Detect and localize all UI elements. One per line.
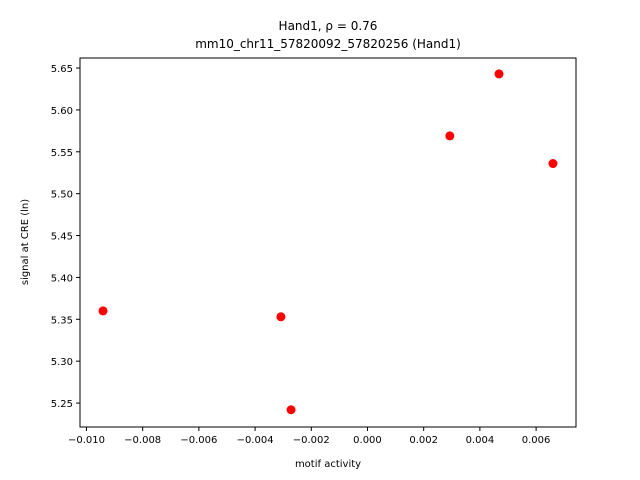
y-tick-label: 5.45 bbox=[51, 232, 73, 243]
point bbox=[494, 69, 504, 79]
x-tick-label: 0.000 bbox=[353, 435, 382, 446]
x-axis-label: motif activity bbox=[295, 459, 361, 470]
chart-title: Hand1, ρ = 0.76 bbox=[279, 19, 378, 33]
x-tick-label: 0.004 bbox=[466, 435, 495, 446]
point bbox=[286, 405, 296, 415]
x-tick-label: 0.002 bbox=[409, 435, 438, 446]
x-tick-label: −0.008 bbox=[124, 435, 161, 446]
y-tick-label: 5.30 bbox=[51, 357, 73, 368]
y-tick-label: 5.35 bbox=[51, 315, 73, 326]
y-tick-label: 5.55 bbox=[51, 148, 73, 159]
y-tick-label: 5.65 bbox=[51, 64, 73, 75]
point bbox=[445, 131, 455, 141]
plot-frame bbox=[79, 57, 577, 428]
x-tick-label: −0.002 bbox=[293, 435, 330, 446]
point bbox=[276, 312, 286, 322]
y-tick-label: 5.40 bbox=[51, 273, 73, 284]
y-axis-label: signal at CRE (ln) bbox=[20, 199, 31, 285]
y-tick-label: 5.60 bbox=[51, 106, 73, 117]
point bbox=[98, 306, 108, 316]
x-tick-label: −0.006 bbox=[180, 435, 217, 446]
x-tick-label: 0.006 bbox=[522, 435, 551, 446]
x-tick-label: −0.004 bbox=[237, 435, 274, 446]
x-tick-label: −0.010 bbox=[68, 435, 105, 446]
y-tick-label: 5.50 bbox=[51, 190, 73, 201]
y-tick-label: 5.25 bbox=[51, 399, 73, 410]
point bbox=[548, 159, 558, 169]
chart-subtitle: mm10_chr11_57820092_57820256 (Hand1) bbox=[195, 37, 461, 51]
